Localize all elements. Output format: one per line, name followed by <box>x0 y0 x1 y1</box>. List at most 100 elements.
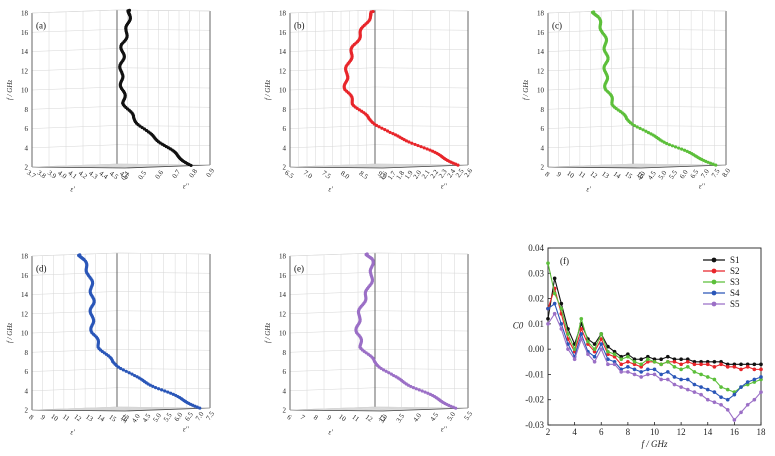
data-point <box>391 132 395 136</box>
data-point <box>739 362 743 367</box>
data-point <box>646 131 651 135</box>
data-point <box>579 327 584 331</box>
box-edge <box>116 163 211 166</box>
data-point <box>632 372 637 377</box>
grid-line-z <box>31 387 211 391</box>
legend-swatch-marker <box>711 257 717 263</box>
data-point <box>677 146 681 150</box>
data-point <box>659 362 664 367</box>
y-tick-label: 4.5 <box>646 169 658 181</box>
grid-line-z <box>547 105 727 110</box>
grid-line-z <box>31 105 211 110</box>
series-line <box>77 254 200 409</box>
series-S5 <box>546 311 763 422</box>
y-tick-label: 5.0 <box>151 411 163 423</box>
grid-line-z <box>547 67 727 71</box>
x-tick-label: 4.5 <box>108 169 120 181</box>
data-point <box>692 362 697 367</box>
y-tick-label: 6.5 <box>183 410 195 422</box>
data-point <box>685 377 690 382</box>
data-point <box>639 362 644 367</box>
data-point <box>153 386 158 390</box>
data-point <box>688 150 692 155</box>
series-S4 <box>546 301 763 402</box>
data-point <box>752 362 757 367</box>
data-point <box>124 369 128 373</box>
grid-line-x <box>93 10 180 168</box>
z-tick-label: 10 <box>279 87 287 95</box>
panel-d-series <box>77 253 202 410</box>
grid-line-z <box>289 86 469 91</box>
legend-entry-label: S1 <box>730 255 740 265</box>
data-point <box>163 389 167 393</box>
z-tick-label: 16 <box>279 272 287 280</box>
legend-swatch-marker <box>711 268 717 274</box>
z-tick-label: 2 <box>541 164 545 172</box>
data-point <box>759 375 763 379</box>
data-point <box>649 132 653 136</box>
y-axis-label: ε'' <box>441 182 447 190</box>
box-edge <box>116 406 211 409</box>
data-point <box>626 364 630 369</box>
data-point <box>387 371 391 375</box>
y-tick-label: 2.0 <box>412 168 424 180</box>
data-point <box>708 161 713 165</box>
grid-line-z <box>547 86 727 91</box>
data-point <box>546 322 550 326</box>
box-edge <box>289 409 384 412</box>
z-tick-label: 8 <box>541 106 545 114</box>
data-point <box>739 367 743 372</box>
z-tick-label: 14 <box>279 48 287 56</box>
x-tick-label: 15 <box>623 170 634 181</box>
z-tick-label: 14 <box>537 48 545 56</box>
y-tick-label: 7.0 <box>194 410 206 422</box>
data-point <box>632 367 637 372</box>
data-point <box>606 349 610 354</box>
grid-line-y <box>323 254 418 411</box>
data-point <box>672 359 677 364</box>
data-point <box>714 163 718 167</box>
box-edge <box>382 164 469 169</box>
data-point <box>670 144 675 148</box>
data-point <box>692 390 697 394</box>
x-tick-label: 16 <box>119 413 130 424</box>
z-tick-label: 6 <box>283 125 287 133</box>
z-axis-label: f / GHz <box>6 80 14 101</box>
data-point <box>659 357 664 362</box>
data-point <box>407 140 411 144</box>
data-point <box>579 337 584 341</box>
data-point <box>559 306 564 311</box>
data-point <box>705 387 710 392</box>
grid-line-y <box>306 12 401 168</box>
data-point <box>672 375 677 379</box>
y-tick-label: 2.6 <box>463 167 475 179</box>
y-tick-label: 0.00 <box>528 344 544 354</box>
z-tick-label: 12 <box>21 67 29 75</box>
data-point <box>169 391 173 395</box>
x-tick-label: 11 <box>577 170 588 181</box>
grid-line-x <box>73 10 159 168</box>
data-point <box>672 382 677 387</box>
data-point <box>732 392 737 397</box>
grid-line-x <box>356 253 442 411</box>
x-tick-label: 9 <box>39 413 47 422</box>
data-point <box>672 364 677 369</box>
x-tick-label: 9 <box>325 414 333 423</box>
y-tick-label: 5.5 <box>463 410 475 422</box>
panel-label: (e) <box>294 264 304 274</box>
box-edge <box>547 9 634 14</box>
data-point <box>752 377 757 382</box>
z-tick-label: 6 <box>283 368 287 376</box>
grid-line-z <box>31 252 211 257</box>
y-tick-label: 0.04 <box>528 243 544 253</box>
panel-e-series <box>354 252 458 410</box>
data-point <box>667 143 672 147</box>
data-point <box>151 384 155 388</box>
box-edge <box>289 406 376 411</box>
data-point <box>377 125 381 129</box>
data-point <box>645 357 650 362</box>
x-tick-label: 8.0 <box>339 169 351 181</box>
data-point <box>699 372 703 377</box>
z-tick-label: 12 <box>279 310 287 318</box>
